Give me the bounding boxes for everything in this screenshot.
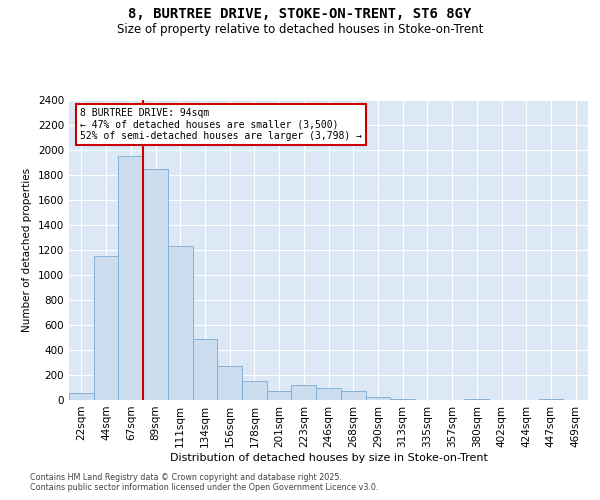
X-axis label: Distribution of detached houses by size in Stoke-on-Trent: Distribution of detached houses by size … <box>170 452 487 462</box>
Bar <box>365 397 390 400</box>
Bar <box>267 390 292 400</box>
Bar <box>341 390 365 400</box>
Bar <box>143 169 168 400</box>
Text: 8 BURTREE DRIVE: 94sqm
← 47% of detached houses are smaller (3,500)
52% of semi-: 8 BURTREE DRIVE: 94sqm ← 47% of detached… <box>80 108 362 140</box>
Text: Contains HM Land Registry data © Crown copyright and database right 2025.: Contains HM Land Registry data © Crown c… <box>30 474 342 482</box>
Bar <box>168 246 193 400</box>
Bar <box>316 388 341 400</box>
Text: Contains public sector information licensed under the Open Government Licence v3: Contains public sector information licen… <box>30 484 379 492</box>
Bar <box>217 366 242 400</box>
Bar <box>242 380 267 400</box>
Bar <box>292 385 316 400</box>
Bar <box>94 256 118 400</box>
Y-axis label: Number of detached properties: Number of detached properties <box>22 168 32 332</box>
Bar <box>118 156 143 400</box>
Text: 8, BURTREE DRIVE, STOKE-ON-TRENT, ST6 8GY: 8, BURTREE DRIVE, STOKE-ON-TRENT, ST6 8G… <box>128 8 472 22</box>
Text: Size of property relative to detached houses in Stoke-on-Trent: Size of property relative to detached ho… <box>117 22 483 36</box>
Bar <box>193 339 217 400</box>
Bar <box>69 393 94 400</box>
